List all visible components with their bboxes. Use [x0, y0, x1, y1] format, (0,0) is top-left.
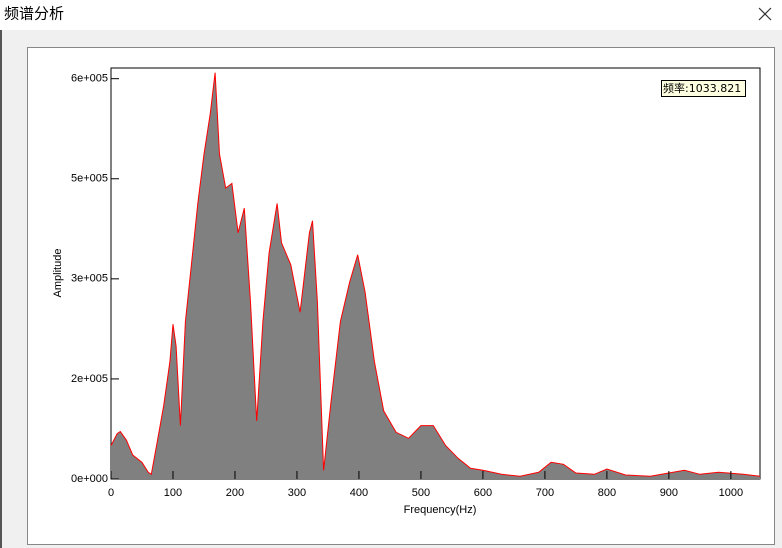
x-tick-label: 300 [288, 487, 306, 499]
x-tick-label: 500 [412, 487, 430, 499]
spectrum-line [110, 72, 761, 477]
x-tick-label: 800 [598, 487, 616, 499]
x-tick-label: 100 [164, 487, 182, 499]
annotation-box [661, 80, 746, 97]
y-tick-label: 0e+000 [71, 473, 108, 485]
window-title: 频谱分析 [4, 5, 64, 23]
annotation: 频率:1033.821 [663, 81, 741, 95]
area-fill [111, 72, 760, 479]
x-tick-label: 1000 [719, 487, 743, 499]
y-tick-label: 3e+005 [71, 273, 108, 285]
y-axis-label: Amplitude [52, 249, 64, 298]
x-axis-label: Frequency(Hz) [404, 504, 477, 516]
window-border [0, 30, 2, 548]
title-bar [0, 0, 782, 30]
x-tick-label: 0 [108, 487, 114, 499]
x-tick-label: 200 [226, 487, 244, 499]
x-tick-label: 700 [536, 487, 554, 499]
y-tick-label: 5e+005 [71, 173, 108, 185]
x-tick-label: 400 [350, 487, 368, 499]
close-button[interactable] [758, 7, 772, 21]
x-tick-label: 600 [474, 487, 492, 499]
y-tick-label: 6e+005 [71, 73, 108, 85]
y-tick-label: 2e+005 [71, 373, 108, 385]
x-tick-label: 900 [660, 487, 678, 499]
